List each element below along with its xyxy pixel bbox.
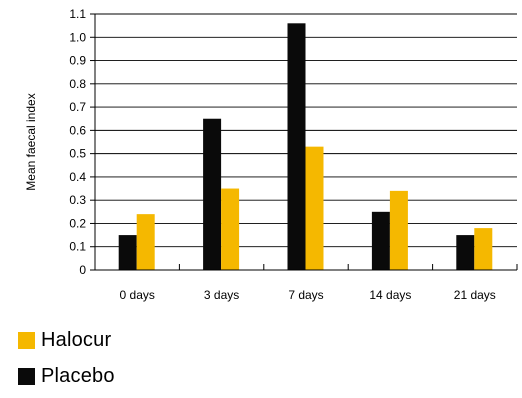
y-tick-label: 0.3: [69, 193, 86, 207]
bar-placebo-2: [287, 23, 306, 270]
legend: Halocur Placebo: [18, 326, 115, 398]
bar-halocur-1: [221, 188, 240, 270]
y-tick-label: 1.0: [69, 30, 86, 44]
y-axis-title: Mean faecal index: [24, 93, 38, 190]
y-tick-label: 0.5: [69, 147, 86, 161]
legend-item-placebo: Placebo: [18, 362, 115, 390]
bar-chart: 0 0.1 0.2 0.3 0.4 0.5 0.6 0.7 0.8 0.9 1.0 1.1 0 days…: [24, 7, 518, 302]
bar-halocur-3: [389, 190, 408, 270]
axes: 0 0.1 0.2 0.3 0.4 0.5 0.6 0.7 0.8 0.9 1.0 1.1 0 days…: [69, 7, 518, 302]
bar-halocur-0: [136, 214, 155, 270]
y-tick-label: 0.1: [69, 240, 86, 254]
x-tick-label: 14 days: [369, 288, 411, 302]
y-tick-label: 0.6: [69, 123, 86, 137]
legend-label-placebo: Placebo: [41, 364, 115, 387]
chart-area: 0 0.1 0.2 0.3 0.4 0.5 0.6 0.7 0.8 0.9 1.0 1.1 0 days…: [24, 7, 518, 302]
y-tick-label: 1.1: [69, 7, 86, 21]
y-tick-label: 0.4: [69, 170, 86, 184]
bar-halocur-4: [474, 228, 493, 270]
y-tick-label: 0.8: [69, 77, 86, 91]
y-tick-label: 0.2: [69, 216, 86, 230]
bar-placebo-1: [203, 118, 222, 271]
bar-placebo-0: [118, 235, 137, 270]
bar-placebo-4: [456, 235, 475, 270]
x-tick-label: 3 days: [204, 288, 239, 302]
bar-halocur-2: [305, 146, 324, 270]
legend-label-halocur: Halocur: [41, 328, 112, 351]
x-tick-label: 21 days: [454, 288, 496, 302]
x-tick-label: 7 days: [288, 288, 323, 302]
bars: [118, 23, 493, 271]
y-tick-label: 0.7: [69, 100, 86, 114]
legend-item-halocur: Halocur: [18, 326, 115, 354]
legend-swatch-placebo: [18, 367, 35, 385]
bar-placebo-3: [371, 211, 390, 270]
legend-swatch-halocur: [18, 331, 35, 349]
y-tick-label: 0: [79, 263, 86, 277]
y-tick-label: 0.9: [69, 54, 86, 68]
x-tick-label: 0 days: [120, 288, 155, 302]
